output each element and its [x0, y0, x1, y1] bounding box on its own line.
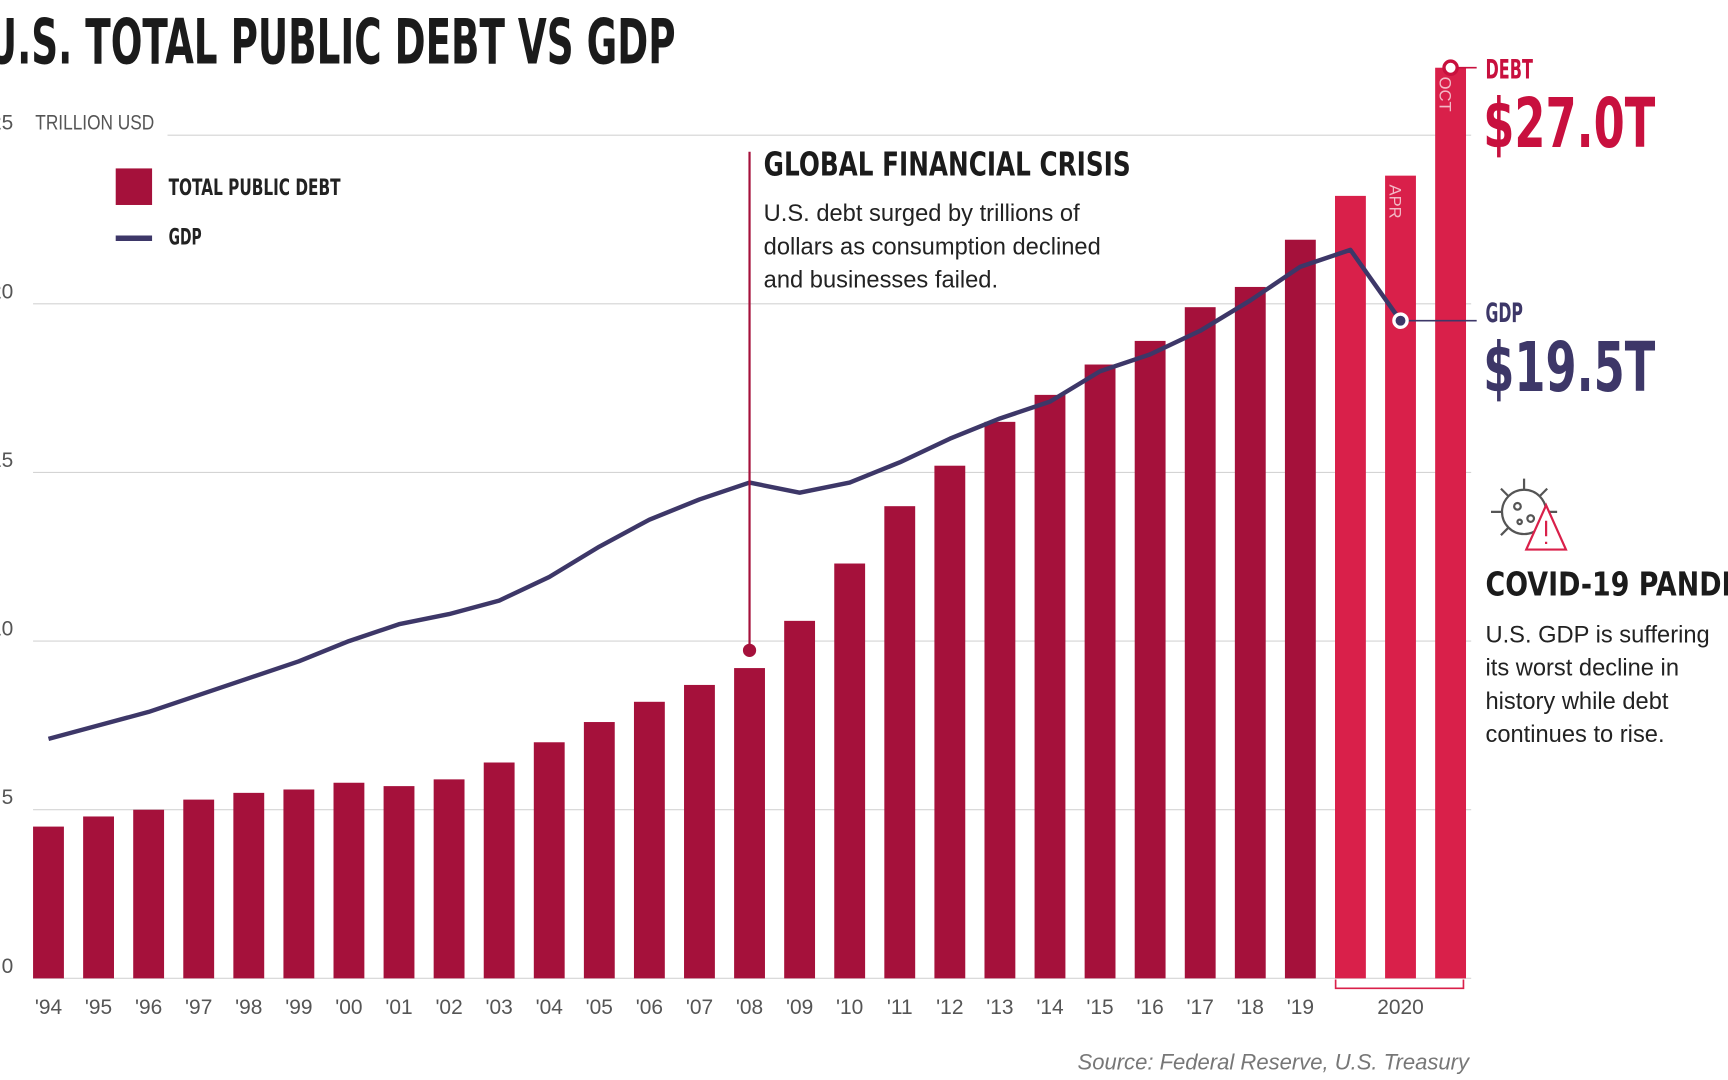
- bar: [1134, 340, 1166, 979]
- bar: [934, 465, 966, 979]
- callout-value: $19.5T: [1483, 328, 1655, 408]
- bar: [333, 782, 365, 979]
- x-tick-label: '95: [85, 996, 112, 1019]
- x-tick-label: '18: [1237, 996, 1264, 1019]
- callout-dot: [1392, 312, 1409, 329]
- bar: [984, 421, 1016, 979]
- bar: [684, 684, 715, 979]
- bar: [1385, 175, 1416, 979]
- annotation-text: and businesses failed.: [764, 267, 998, 294]
- annotation-text: history while debt: [1485, 688, 1668, 715]
- y-tick-label: 10: [0, 618, 13, 641]
- bar: [583, 722, 615, 979]
- callout-dot: [1442, 59, 1459, 77]
- y-axis-label: TRILLION USD: [35, 112, 154, 135]
- bar: [734, 668, 765, 979]
- x-tick-label: '94: [35, 996, 63, 1019]
- bar: [533, 742, 565, 979]
- annotation-text: dollars as consumption declined: [764, 233, 1101, 260]
- bar: [433, 779, 465, 979]
- x-tick-label: '19: [1287, 996, 1314, 1019]
- x-tick-label: '07: [686, 996, 713, 1019]
- annotation-dot: [742, 643, 757, 657]
- x-tick-label: '99: [285, 996, 312, 1019]
- gdp-line: [47, 247, 1403, 742]
- bar: [1034, 394, 1066, 979]
- annotation-title: COVID-19 PANDEMIC: [1485, 565, 1728, 604]
- legend-label: TOTAL PUBLIC DEBT: [169, 175, 341, 201]
- bar: [83, 816, 114, 979]
- bar: [1435, 67, 1467, 979]
- bar: [834, 563, 866, 979]
- x-tick-label: '00: [335, 996, 362, 1019]
- bar: [383, 786, 415, 979]
- y-tick-label: 25: [0, 112, 13, 135]
- x-tick-label: 2020: [1377, 996, 1424, 1019]
- callout-value: $27.0T: [1483, 84, 1655, 164]
- x-tick-label: '15: [1086, 996, 1113, 1019]
- x-tick-label: '13: [986, 996, 1013, 1019]
- annotation-text: its worst decline in: [1485, 654, 1679, 681]
- x-tick-label: '06: [636, 996, 663, 1019]
- x-tick-label: '04: [536, 996, 564, 1019]
- y-tick-label: 15: [0, 449, 13, 472]
- x-tick-label: '12: [936, 996, 963, 1019]
- x-tick-label: '98: [235, 996, 262, 1019]
- bar: [483, 762, 515, 979]
- bar: [784, 620, 816, 979]
- bar: [884, 506, 916, 979]
- x-tick-label: '96: [135, 996, 162, 1019]
- y-tick-label: 0: [2, 955, 14, 978]
- annotation-text: U.S. debt surged by trillions of: [764, 200, 1080, 227]
- x-tick-label: '14: [1036, 996, 1064, 1019]
- x-tick-label: '17: [1187, 996, 1214, 1019]
- y-tick-label: 5: [2, 786, 14, 809]
- x-tick-label: '05: [586, 996, 613, 1019]
- covid-icon: [1491, 478, 1568, 551]
- chart-body: U.S. TOTAL PUBLIC DEBT VS GDP TRILLION U…: [0, 7, 1728, 1075]
- bar: [1284, 239, 1316, 979]
- year-bracket: [1334, 979, 1465, 990]
- callout-label: GDP: [1485, 298, 1522, 329]
- x-tick-label: '16: [1136, 996, 1163, 1019]
- bar: [1084, 364, 1116, 979]
- legend-label: GDP: [169, 225, 202, 251]
- annotation-text: continues to rise.: [1485, 721, 1664, 748]
- x-tick-label: '10: [836, 996, 863, 1019]
- bar: [1234, 286, 1266, 979]
- bar: [233, 792, 265, 979]
- bar: [633, 701, 665, 979]
- bar: [133, 809, 165, 979]
- bar: [1335, 195, 1366, 979]
- y-tick-label: 20: [0, 280, 13, 303]
- annotation-title: GLOBAL FINANCIAL CRISIS: [764, 145, 1131, 184]
- x-tick-label: '11: [887, 996, 913, 1019]
- source: Source: Federal Reserve, U.S. Treasury: [1078, 1049, 1471, 1074]
- x-tick-label: '08: [736, 996, 763, 1019]
- bar-label: OCT: [1436, 77, 1455, 112]
- x-tick-label: '03: [486, 996, 513, 1019]
- bar: [283, 789, 315, 979]
- legend-swatch: [115, 168, 153, 205]
- bar: [183, 799, 215, 979]
- bar-label: APR: [1386, 185, 1405, 219]
- x-tick-label: '97: [185, 996, 212, 1019]
- x-tick-label: '02: [435, 996, 462, 1019]
- x-tick-label: '09: [786, 996, 813, 1019]
- callout-label: DEBT: [1485, 54, 1532, 85]
- bar: [1184, 307, 1216, 979]
- x-tick-label: '01: [385, 996, 412, 1019]
- chart-title: U.S. TOTAL PUBLIC DEBT VS GDP: [0, 7, 676, 79]
- annotation-text: U.S. GDP is suffering: [1485, 621, 1709, 648]
- bar: [33, 826, 64, 979]
